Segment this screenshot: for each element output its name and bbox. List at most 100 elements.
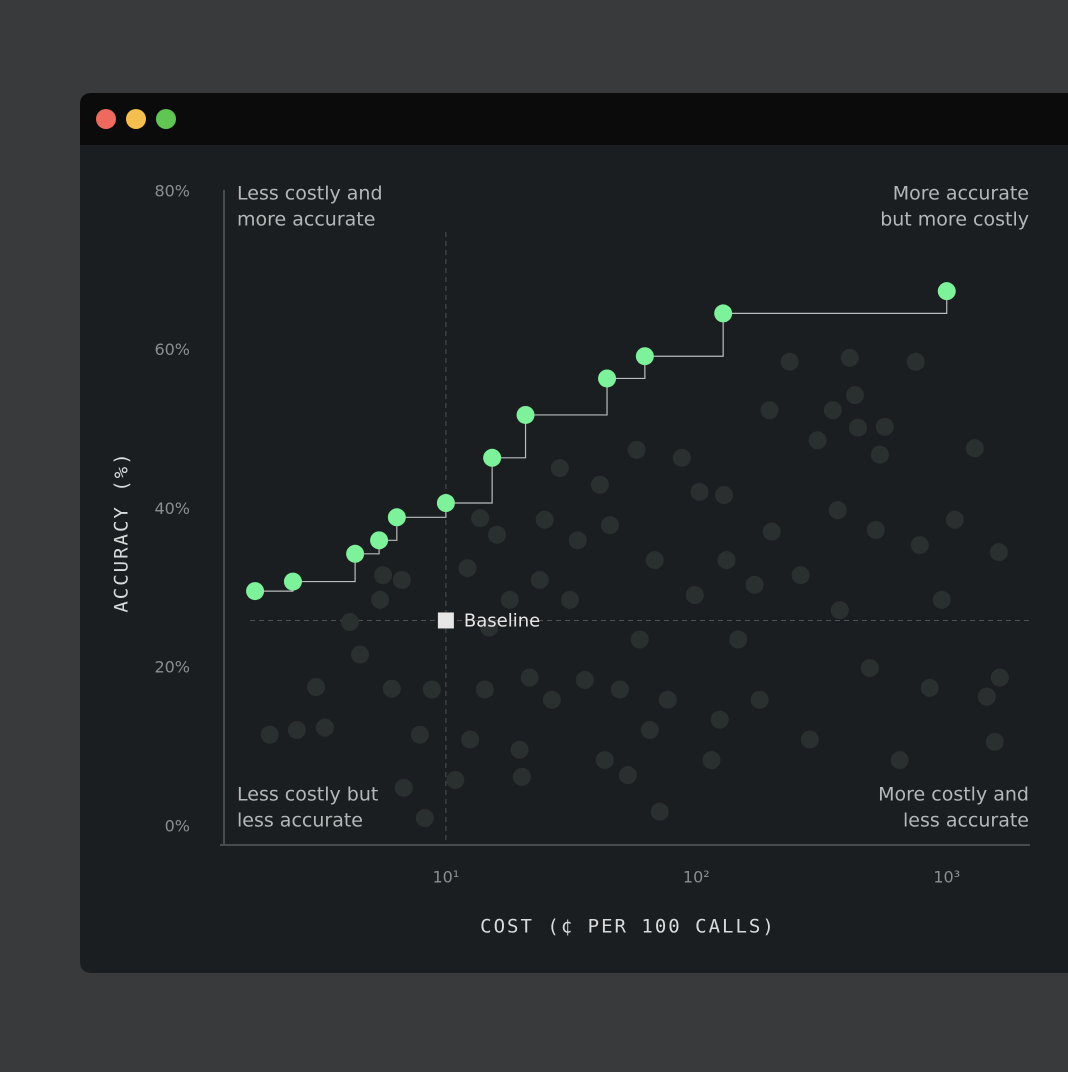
model-point bbox=[685, 586, 704, 605]
y-tick-label: 80% bbox=[154, 182, 190, 201]
x-tick-label: 10² bbox=[683, 868, 710, 887]
frontier-point bbox=[937, 282, 956, 301]
model-point bbox=[977, 687, 996, 706]
frontier-point bbox=[246, 582, 265, 601]
model-point bbox=[392, 570, 411, 589]
maximize-button[interactable] bbox=[156, 109, 176, 129]
model-point bbox=[575, 670, 594, 689]
x-axis-title: COST (¢ PER 100 CALLS) bbox=[480, 916, 776, 938]
model-point bbox=[287, 720, 306, 739]
model-point bbox=[745, 575, 764, 594]
model-point bbox=[932, 590, 951, 609]
model-point bbox=[422, 680, 441, 699]
model-point bbox=[600, 516, 619, 535]
model-point bbox=[645, 551, 664, 570]
model-point bbox=[630, 630, 649, 649]
step-line bbox=[292, 553, 356, 583]
model-point bbox=[461, 730, 480, 749]
model-point bbox=[762, 522, 781, 541]
y-tick-label: 60% bbox=[154, 340, 190, 359]
model-point bbox=[870, 445, 889, 464]
quadrant-annotation: More costly and bbox=[878, 784, 1029, 806]
model-point bbox=[610, 680, 629, 699]
model-point bbox=[800, 730, 819, 749]
model-point bbox=[394, 778, 413, 797]
model-point bbox=[866, 521, 885, 540]
model-point bbox=[650, 802, 669, 821]
y-tick-label: 0% bbox=[165, 816, 190, 835]
step-line bbox=[445, 457, 493, 504]
model-point bbox=[340, 613, 359, 632]
model-point bbox=[500, 590, 519, 609]
model-point bbox=[374, 566, 393, 585]
baseline-marker bbox=[437, 612, 454, 629]
model-point bbox=[990, 668, 1009, 687]
model-point bbox=[590, 475, 609, 494]
model-point bbox=[702, 751, 721, 770]
model-point bbox=[658, 690, 677, 709]
model-point bbox=[965, 439, 984, 458]
step-line bbox=[492, 414, 527, 459]
quadrant-annotation: but more costly bbox=[880, 209, 1029, 231]
model-point bbox=[260, 725, 279, 744]
model-point bbox=[560, 590, 579, 609]
close-button[interactable] bbox=[96, 109, 116, 129]
model-point bbox=[640, 720, 659, 739]
model-point bbox=[510, 740, 529, 759]
model-point bbox=[710, 710, 729, 729]
model-point bbox=[530, 570, 549, 589]
quadrant-annotation: more accurate bbox=[237, 209, 375, 231]
quadrant-annotation: Less costly and bbox=[237, 183, 383, 205]
model-point bbox=[480, 618, 499, 637]
minimize-button[interactable] bbox=[126, 109, 146, 129]
quadrant-annotation: More accurate bbox=[893, 183, 1029, 205]
model-point bbox=[371, 590, 390, 609]
model-point bbox=[382, 679, 401, 698]
frontier-point bbox=[598, 369, 617, 388]
model-point bbox=[808, 431, 827, 450]
model-point bbox=[823, 401, 842, 420]
frontier-point bbox=[516, 405, 535, 424]
model-point bbox=[471, 509, 490, 528]
model-point bbox=[875, 417, 894, 436]
x-tick-label: 10³ bbox=[933, 868, 960, 887]
model-point bbox=[315, 718, 334, 737]
model-point bbox=[750, 690, 769, 709]
baseline-label: Baseline bbox=[464, 610, 540, 631]
model-point bbox=[729, 630, 748, 649]
model-point bbox=[672, 448, 691, 467]
model-point bbox=[690, 482, 709, 501]
model-point bbox=[890, 751, 909, 770]
model-point bbox=[446, 770, 465, 789]
title-bar bbox=[80, 93, 1068, 145]
model-point bbox=[791, 566, 810, 585]
step-line bbox=[644, 313, 724, 357]
frontier-point bbox=[714, 304, 733, 323]
model-point bbox=[920, 678, 939, 697]
model-point bbox=[512, 767, 531, 786]
model-point bbox=[618, 766, 637, 785]
model-point bbox=[840, 348, 859, 367]
model-point bbox=[860, 659, 879, 678]
model-point bbox=[985, 732, 1004, 751]
model-point bbox=[845, 386, 864, 405]
model-point bbox=[307, 678, 326, 697]
model-point bbox=[989, 543, 1008, 562]
model-point bbox=[595, 751, 614, 770]
model-point bbox=[780, 352, 799, 371]
y-tick-label: 20% bbox=[154, 658, 190, 677]
model-point bbox=[535, 510, 554, 529]
frontier-point bbox=[283, 572, 302, 591]
model-point bbox=[351, 645, 370, 664]
model-point bbox=[550, 459, 569, 478]
model-point bbox=[830, 601, 849, 620]
step-line bbox=[525, 378, 608, 416]
y-axis-title: ACCURACY (%) bbox=[111, 451, 133, 612]
frontier-point bbox=[635, 347, 654, 366]
frontier-point bbox=[436, 494, 455, 513]
quadrant-annotation: less accurate bbox=[237, 810, 363, 832]
x-tick-label: 10¹ bbox=[433, 868, 460, 887]
model-point bbox=[910, 536, 929, 555]
model-point bbox=[715, 486, 734, 505]
